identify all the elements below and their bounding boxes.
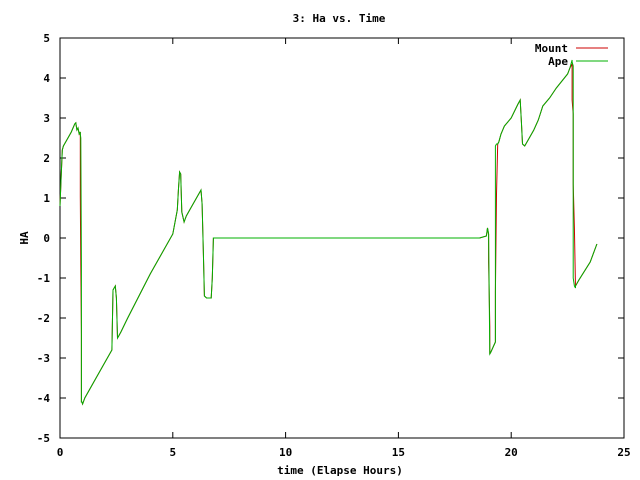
x-tick-label: 20 bbox=[505, 446, 518, 459]
series-line-ape bbox=[59, 59, 598, 406]
y-tick-label: -3 bbox=[37, 352, 50, 365]
series-lines bbox=[59, 59, 598, 406]
x-tick-label: 25 bbox=[617, 446, 630, 459]
series-line-mount bbox=[59, 63, 598, 406]
y-tick-label: 1 bbox=[43, 192, 50, 205]
y-tick-label: 0 bbox=[43, 232, 50, 245]
y-tick-label: 4 bbox=[43, 72, 50, 85]
chart-title: 3: Ha vs. Time bbox=[293, 12, 386, 25]
x-tick-label: 10 bbox=[279, 446, 292, 459]
x-tick-label: 15 bbox=[392, 446, 405, 459]
y-tick-label: -1 bbox=[37, 272, 51, 285]
legend-label-mount: Mount bbox=[535, 42, 568, 55]
x-tick-label: 5 bbox=[169, 446, 176, 459]
y-tick-label: -4 bbox=[37, 392, 51, 405]
axis-ticks: 0 5 10 15 20 25 -5 -4 -3 -2 -1 0 1 2 3 4 5 bbox=[37, 32, 631, 459]
y-axis-label: HA bbox=[18, 231, 31, 245]
y-tick-label: 5 bbox=[43, 32, 50, 45]
y-tick-label: -2 bbox=[37, 312, 50, 325]
x-axis-label: time (Elapse Hours) bbox=[277, 464, 403, 477]
y-tick-label: -5 bbox=[37, 432, 50, 445]
y-tick-label: 2 bbox=[43, 152, 50, 165]
y-tick-label: 3 bbox=[43, 112, 50, 125]
x-tick-label: 0 bbox=[57, 446, 64, 459]
legend-label-ape: Ape bbox=[548, 55, 568, 68]
